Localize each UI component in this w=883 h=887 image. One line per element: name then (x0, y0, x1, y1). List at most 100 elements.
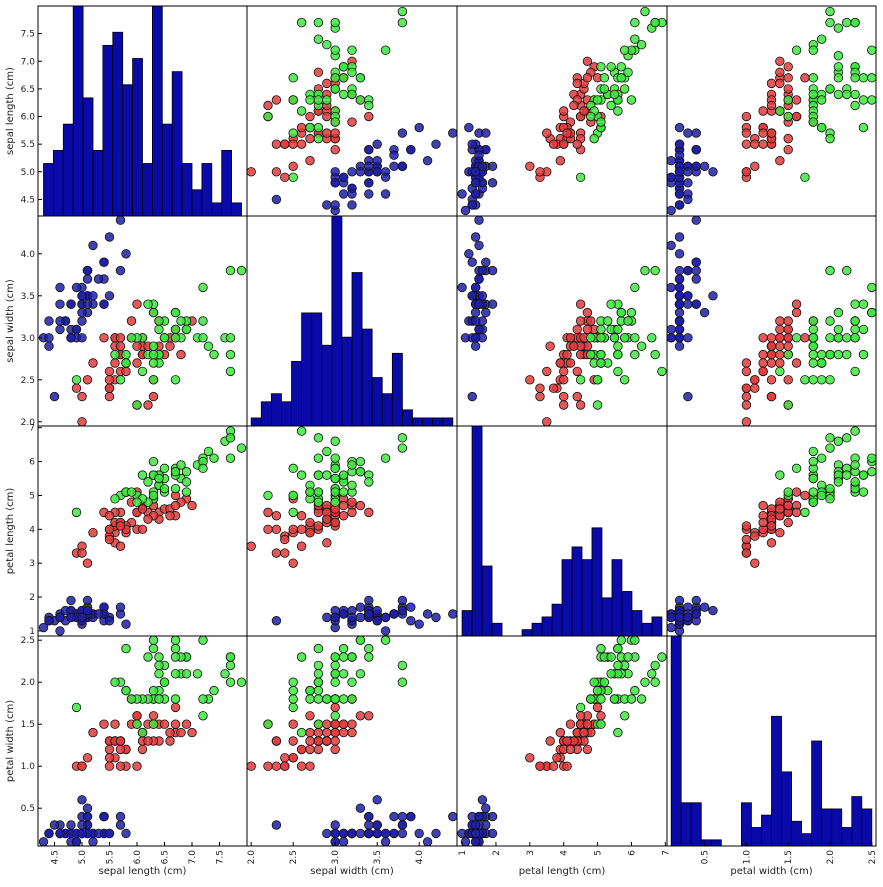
point-versicolor (750, 383, 760, 393)
point-virginica (288, 463, 298, 474)
point-setosa (322, 612, 332, 623)
point-virginica (800, 172, 810, 183)
y-tick-label: 1 (29, 627, 35, 637)
point-setosa (93, 609, 104, 619)
point-virginica (198, 694, 208, 704)
point-virginica (313, 685, 324, 696)
point-versicolor (305, 744, 315, 755)
point-setosa (487, 265, 498, 276)
y-tick-label: 6.5 (21, 85, 35, 95)
hist-bar (301, 312, 313, 426)
point-virginica (626, 694, 637, 704)
point-setosa (44, 828, 54, 839)
point-versicolor (575, 299, 586, 309)
point-virginica (322, 95, 332, 105)
point-virginica (808, 358, 819, 368)
point-versicolor (569, 100, 579, 111)
point-versicolor (143, 514, 153, 524)
point-versicolor (338, 500, 349, 511)
y-axis-title: sepal length (cm) (5, 67, 16, 155)
point-setosa (380, 837, 391, 846)
point-virginica (330, 694, 340, 704)
hist-bar (82, 97, 94, 216)
point-versicolor (741, 128, 752, 138)
hist-bar (700, 839, 712, 846)
point-setosa (104, 616, 115, 626)
point-setosa (470, 820, 481, 830)
point-virginica (364, 477, 374, 487)
point-versicolor (305, 727, 315, 738)
point-versicolor (542, 417, 552, 426)
y-tick-label: 7 (29, 424, 35, 434)
point-virginica (148, 719, 159, 729)
point-setosa (674, 316, 685, 326)
y-tick-label: 3.0 (21, 334, 36, 344)
point-setosa (347, 167, 357, 177)
y-tick-label: 2.5 (21, 376, 35, 386)
point-setosa (397, 595, 408, 606)
point-virginica (783, 400, 793, 410)
point-virginica (609, 694, 620, 704)
point-setosa (66, 595, 76, 606)
point-virginica (816, 122, 827, 133)
point-virginica (355, 467, 366, 477)
point-versicolor (88, 358, 98, 368)
point-versicolor (296, 744, 307, 755)
point-virginica (181, 487, 192, 497)
point-virginica (850, 17, 860, 28)
point-setosa (99, 299, 109, 309)
point-setosa (49, 820, 60, 830)
point-setosa (104, 828, 115, 839)
point-versicolor (322, 78, 332, 89)
point-versicolor (288, 139, 298, 149)
point-virginica (808, 324, 819, 335)
point-setosa (55, 828, 65, 839)
point-virginica (154, 652, 164, 662)
point-setosa (691, 161, 701, 171)
point-versicolor (143, 400, 153, 410)
point-virginica (330, 463, 340, 474)
y-tick-label: 5.0 (21, 168, 36, 178)
point-setosa (88, 240, 98, 251)
hist-bar (541, 616, 553, 636)
point-virginica (347, 677, 357, 687)
point-setosa (691, 144, 701, 155)
point-setosa (683, 128, 693, 138)
hist-bar (422, 417, 434, 426)
point-versicolor (766, 375, 777, 385)
point-versicolor (579, 106, 589, 116)
point-virginica (850, 89, 860, 100)
point-virginica (808, 117, 819, 127)
point-virginica (613, 643, 623, 654)
point-versicolor (741, 391, 752, 402)
point-virginica (850, 299, 860, 309)
point-versicolor (288, 524, 298, 535)
point-virginica (833, 51, 844, 61)
point-setosa (470, 316, 481, 326)
point-setosa (364, 178, 374, 188)
point-setosa (82, 299, 93, 309)
point-virginica (592, 95, 603, 105)
point-virginica (825, 6, 835, 17)
hist-bar (561, 559, 573, 636)
point-virginica (148, 349, 159, 360)
point-versicolor (280, 139, 290, 149)
point-setosa (364, 828, 374, 839)
point-virginica (575, 375, 586, 385)
point-setosa (55, 612, 65, 623)
point-setosa (457, 282, 467, 293)
point-setosa (82, 811, 93, 822)
y-tick-label: 3 (29, 559, 35, 569)
point-virginica (613, 349, 623, 360)
point-virginica (816, 349, 827, 360)
point-virginica (825, 483, 835, 494)
point-setosa (330, 612, 340, 623)
point-setosa (330, 828, 340, 839)
point-setosa (448, 811, 457, 822)
point-setosa (71, 282, 82, 293)
point-setosa (330, 200, 340, 210)
hist-bar (311, 312, 323, 426)
point-versicolor (766, 78, 777, 89)
point-setosa (674, 595, 685, 606)
y-tick-label: 7.0 (21, 57, 36, 67)
